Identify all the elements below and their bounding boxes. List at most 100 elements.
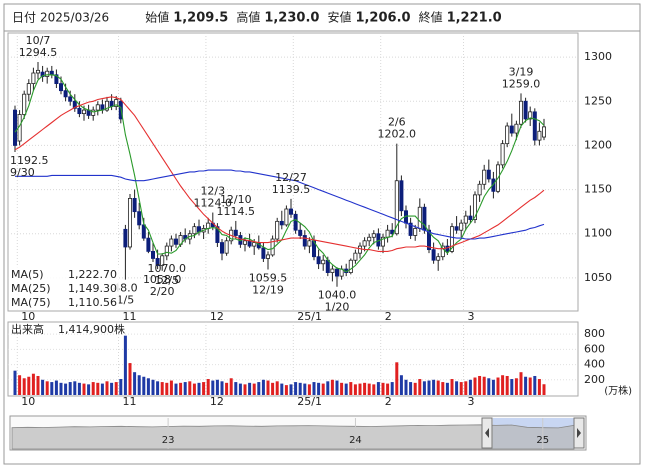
x-tick-label: 11 [123, 395, 137, 408]
volume-bar [261, 379, 265, 395]
volume-bar [390, 382, 394, 395]
candle-body [146, 237, 151, 252]
candle-body [367, 236, 372, 242]
nav-area [11, 424, 575, 450]
volume-bar [514, 378, 518, 395]
candle-body [233, 229, 238, 236]
candle-body [385, 229, 390, 238]
volume-bar [197, 382, 201, 395]
volume-bar [326, 381, 330, 395]
candle-body [348, 259, 353, 273]
candle-body [164, 245, 169, 257]
candle-body [486, 169, 491, 180]
candle-body [528, 111, 533, 120]
volume-bar [404, 379, 408, 395]
volume-bar [22, 378, 26, 395]
volume-bar [160, 382, 164, 395]
volume-bar [54, 380, 58, 395]
y-tick-label: 200 [584, 373, 605, 386]
candle-body [519, 100, 524, 125]
annotation-value: 1124.0 [194, 197, 233, 210]
header-label: 高値 [236, 10, 260, 25]
volume-bar [330, 379, 334, 395]
volume-bar [298, 382, 302, 395]
volume-bar [100, 383, 104, 395]
candle-body [114, 99, 119, 107]
candle-body [477, 183, 482, 196]
volume-bar [225, 382, 229, 395]
header-value: 1,230.0 [264, 11, 319, 26]
x-tick-label: 2 [385, 310, 392, 323]
candle-body [413, 228, 418, 236]
legend-name: MA(75) [11, 296, 51, 309]
plot-layer: 日付 2025/03/26 始値 1,209.5 高値 1,230.0 安値 1,206.0 終… [8, 10, 632, 408]
volume-bar [91, 382, 95, 395]
candle-body [298, 229, 303, 236]
volume-bar [455, 381, 459, 395]
moving-average-line [14, 96, 545, 252]
volume-bar [192, 383, 196, 395]
candle-body [141, 224, 146, 239]
x-tick-label: 10 [21, 395, 35, 408]
legend-box [9, 266, 119, 310]
candle-body [173, 238, 178, 245]
candle-body [472, 194, 477, 220]
volume-bar [284, 385, 288, 395]
volume-bar [133, 372, 137, 395]
candle-body [22, 93, 27, 115]
volume-bar [441, 382, 445, 395]
candle-body [95, 104, 100, 111]
y-tick-label: 1200 [584, 138, 612, 151]
candle-body [325, 259, 330, 273]
volume-bar [215, 379, 219, 395]
volume-bar [50, 382, 54, 395]
volume-bar [68, 382, 72, 395]
candle-body [399, 180, 404, 212]
volume-bar [229, 378, 233, 395]
candle-body [215, 226, 220, 243]
candle-body [302, 235, 307, 247]
volume-bar [533, 375, 537, 395]
volume-bar [344, 383, 348, 395]
candle-body [417, 206, 422, 229]
volume-bar [349, 382, 353, 395]
candle-body [505, 125, 510, 145]
volume-bar [528, 377, 532, 395]
candle-body [105, 100, 110, 111]
volume-bar [45, 381, 49, 395]
candle-body [500, 143, 505, 166]
y-tick-label: 600 [584, 342, 605, 355]
volume-bar [142, 376, 146, 395]
candle-body [459, 222, 464, 231]
volume-bar [473, 377, 477, 395]
legend-value: 1,149.30 [68, 282, 117, 295]
volume-bar [372, 384, 376, 395]
legend-name: MA(25) [11, 282, 51, 295]
candle-body [123, 228, 128, 248]
volume-bar [386, 383, 390, 395]
volume-bar [409, 382, 413, 395]
header-label: 始値 [145, 10, 169, 25]
volume-bar [36, 375, 40, 395]
annotation-value: 1058.0 [143, 273, 182, 286]
annotation-value: 1202.0 [378, 128, 417, 141]
annotation-date: 12/27 [275, 171, 307, 184]
volume-bar [156, 381, 160, 395]
volume-last: 1,414,900株 [58, 322, 125, 336]
candle-body [224, 240, 229, 254]
volume-bar [41, 379, 45, 395]
candle-body [330, 268, 335, 273]
navigator-layer: 23 24 25 [11, 418, 575, 450]
candle-body [454, 226, 459, 231]
candle-body [334, 268, 339, 277]
candle-body [132, 198, 137, 213]
candle-body [491, 178, 496, 192]
x-tick-label: 12 [210, 310, 224, 323]
x-tick-label: 11 [123, 310, 137, 323]
candle-body [150, 250, 155, 259]
volume-bar [468, 379, 472, 395]
candle-body [371, 233, 376, 238]
candle-body [265, 254, 270, 259]
candle-body [26, 83, 31, 95]
